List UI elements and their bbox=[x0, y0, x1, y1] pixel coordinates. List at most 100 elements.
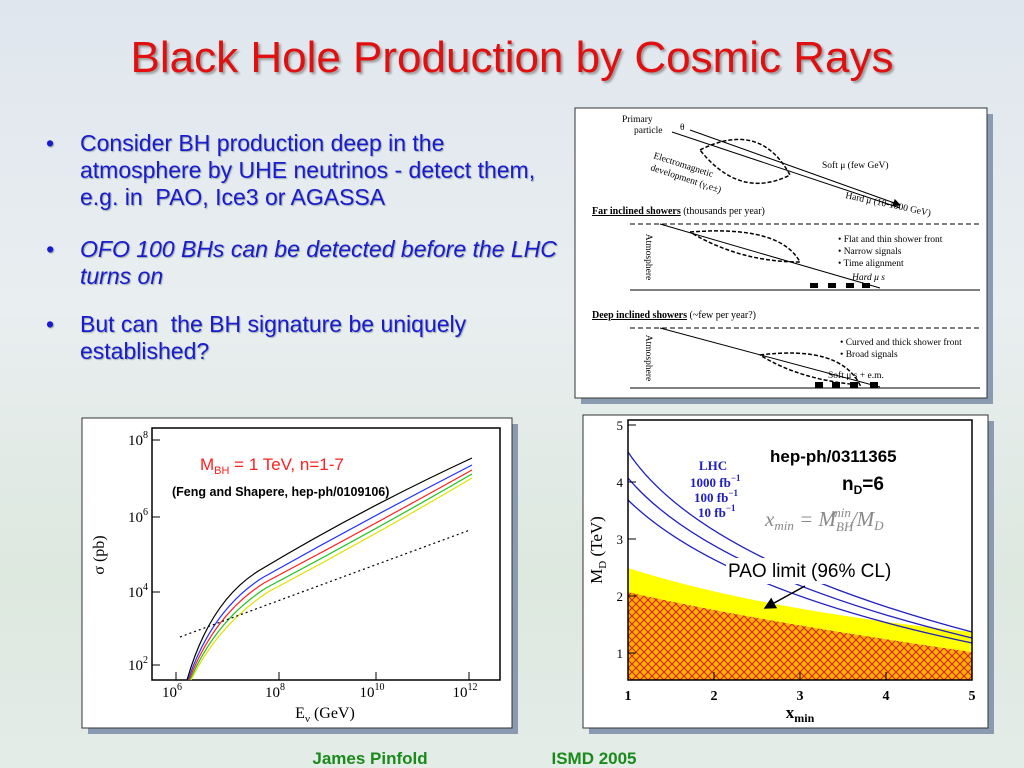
tick-label: 104 bbox=[128, 582, 148, 601]
tick-exp: 4 bbox=[143, 582, 148, 593]
formula: xmin = MBHmin/MD bbox=[764, 505, 884, 534]
formula-part: x bbox=[764, 507, 775, 531]
shower bbox=[759, 352, 862, 386]
tick-label: 108 bbox=[128, 430, 148, 449]
label: Hard μ s bbox=[851, 273, 885, 283]
tick-base: 10 bbox=[360, 685, 375, 701]
lumi: 10 fb−1 bbox=[698, 503, 736, 520]
bullet: OFO 100 BHs can be detected before the L… bbox=[46, 236, 570, 290]
track bbox=[659, 327, 881, 388]
lumi-exp: −1 bbox=[726, 503, 736, 513]
feature: • Time alignment bbox=[838, 259, 904, 269]
tick-base: 10 bbox=[128, 585, 143, 601]
tick-exp: 8 bbox=[280, 682, 285, 693]
arrow bbox=[689, 129, 901, 207]
footer-conference: ISMD 2005 bbox=[551, 749, 636, 768]
y-label-text: (TeV) bbox=[587, 516, 606, 561]
axis-line bbox=[671, 131, 901, 209]
y-axis-label: σ (pb) bbox=[91, 535, 108, 574]
label: Soft μ (few GeV) bbox=[822, 160, 889, 171]
shower bbox=[689, 230, 802, 263]
tick-label: 2 bbox=[711, 689, 718, 704]
heading: Deep inclined showers (~few per year?) bbox=[592, 310, 756, 321]
tick-label: 102 bbox=[128, 655, 148, 674]
bullet: Consider BH production deep in the atmos… bbox=[46, 130, 570, 211]
label: θ bbox=[680, 123, 685, 133]
x-axis-label: xmin bbox=[786, 703, 815, 725]
tick-label: 1 bbox=[617, 646, 624, 661]
formula-part: = M bbox=[794, 507, 838, 531]
heading-text: Far inclined showers bbox=[592, 206, 681, 217]
tick-label: 4 bbox=[617, 475, 624, 490]
pao-label: PAO limit (96% CL) bbox=[728, 561, 891, 582]
x-label-text: ν bbox=[305, 713, 310, 725]
tick-exp: 6 bbox=[143, 507, 148, 518]
tick-label: 108 bbox=[265, 682, 285, 701]
track bbox=[659, 223, 881, 289]
formula-part: /M bbox=[850, 507, 876, 531]
y-label-text: D bbox=[597, 561, 609, 569]
nd-text: n bbox=[842, 474, 854, 495]
tick-base: 10 bbox=[265, 685, 280, 701]
tick-label: 5 bbox=[617, 418, 624, 433]
lumi: 100 fb−1 bbox=[694, 488, 738, 505]
tick-label: 106 bbox=[128, 507, 148, 526]
detectors bbox=[810, 283, 870, 288]
pao-label-bg bbox=[726, 558, 958, 584]
feature: • Flat and thin shower front bbox=[838, 234, 943, 245]
tick-label: 106 bbox=[162, 682, 182, 701]
tick-base: 10 bbox=[128, 510, 143, 526]
atmosphere: Atmosphere bbox=[643, 335, 653, 381]
tick-label: 3 bbox=[617, 532, 624, 547]
y-label-text: M bbox=[587, 569, 606, 584]
feature: • Narrow signals bbox=[838, 247, 902, 257]
y-axis-label: MD (TeV) bbox=[587, 516, 609, 584]
label: particle bbox=[634, 126, 662, 136]
label: Soft μ s + e.m. bbox=[828, 370, 884, 381]
nd-text: =6 bbox=[862, 474, 884, 495]
feature: • Curved and thick shower front bbox=[840, 337, 962, 348]
lhc-label: LHC bbox=[699, 458, 727, 473]
tick-base: 10 bbox=[162, 685, 177, 701]
shower-diagram bbox=[574, 107, 988, 399]
tick-label: 1010 bbox=[360, 682, 385, 701]
lumi-value: 1000 fb bbox=[690, 475, 731, 490]
lumi-exp: −1 bbox=[731, 473, 741, 483]
tick-exp: 6 bbox=[177, 682, 182, 693]
x-label-text: (GeV) bbox=[310, 705, 355, 722]
tick-label: 4 bbox=[883, 689, 890, 704]
nd: nD=6 bbox=[842, 474, 884, 497]
legend: MBH = 1 TeV, n=1-7 bbox=[200, 455, 344, 477]
tick-label: 2 bbox=[617, 589, 624, 604]
credit: (Feng and Shapere, hep-ph/0109106) bbox=[172, 485, 389, 499]
pao-arrow bbox=[763, 585, 806, 609]
heading-text: Deep inclined showers bbox=[592, 310, 687, 321]
atmosphere: Atmosphere bbox=[643, 234, 653, 280]
x-label-text: min bbox=[794, 711, 814, 725]
feature: • Broad signals bbox=[840, 350, 898, 360]
mass-ticks: 1 2 3 4 5 1 2 3 4 5 bbox=[617, 418, 976, 704]
heading: Far inclined showers (thousands per year… bbox=[592, 206, 765, 217]
formula-part: BH bbox=[836, 519, 854, 534]
label: Primary bbox=[622, 115, 653, 125]
nd-text: D bbox=[854, 483, 863, 497]
footer-author: James Pinfold bbox=[312, 749, 427, 768]
lumi-value: 100 fb bbox=[694, 490, 728, 505]
tick-exp: 10 bbox=[375, 682, 385, 693]
tick-label: 5 bbox=[969, 689, 976, 704]
lumi-exp: −1 bbox=[728, 488, 738, 498]
pao-excluded bbox=[628, 592, 972, 680]
plot-frame bbox=[151, 427, 501, 681]
cross-section-plot bbox=[81, 417, 513, 729]
curves bbox=[179, 457, 473, 681]
legend-text: = 1 TeV, n=1-7 bbox=[229, 455, 343, 474]
formula-part: D bbox=[873, 518, 884, 533]
tick-label: 1 bbox=[625, 689, 632, 704]
lumi-value: 10 fb bbox=[698, 505, 726, 520]
x-label-text: E bbox=[295, 705, 305, 722]
formula-part: min bbox=[774, 518, 794, 533]
